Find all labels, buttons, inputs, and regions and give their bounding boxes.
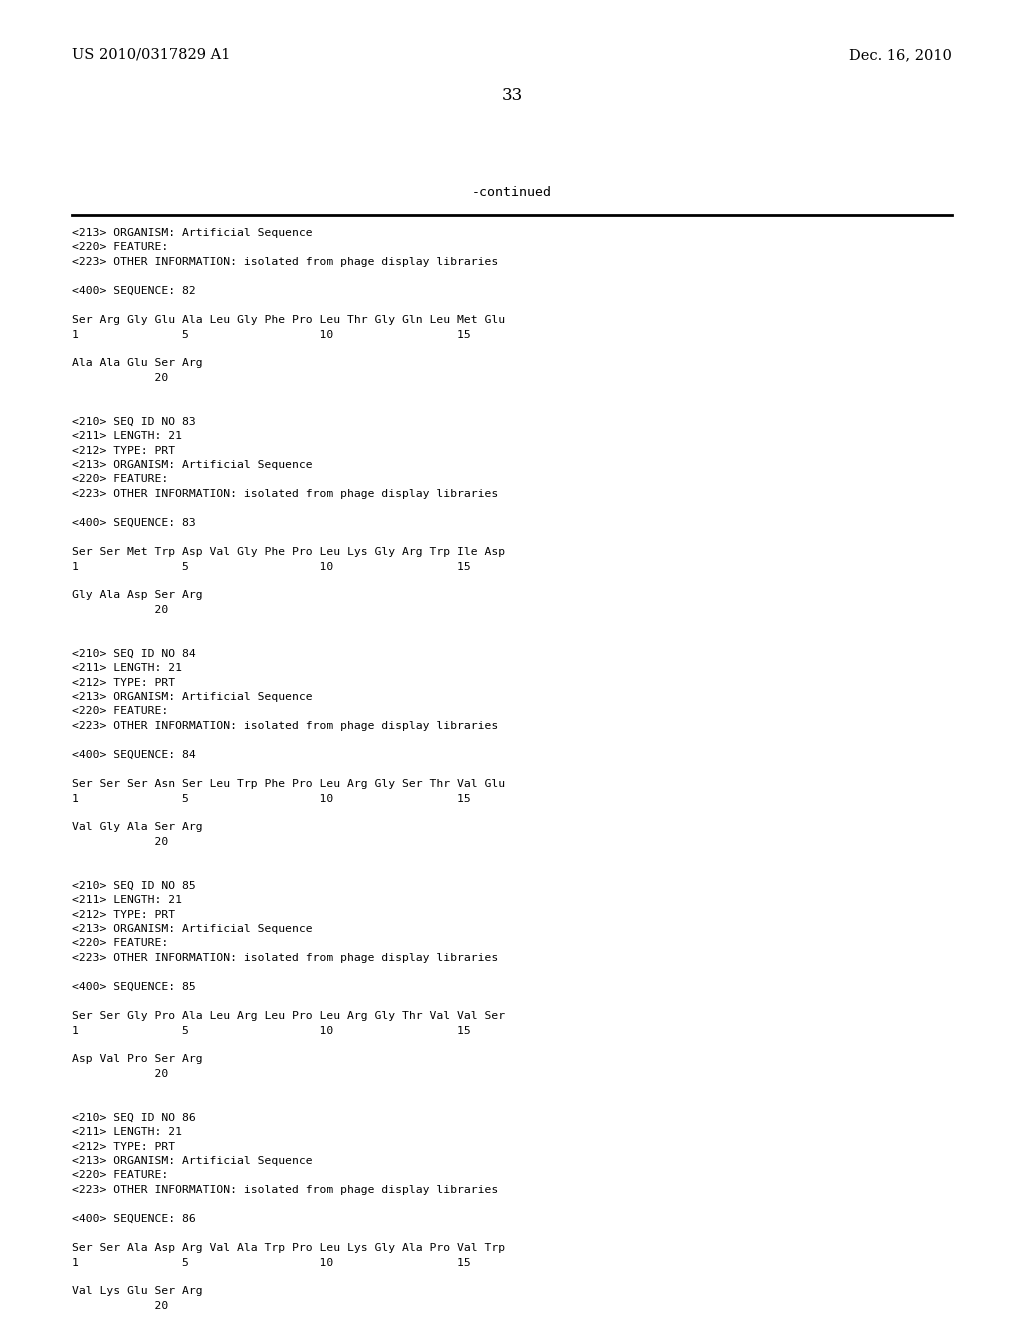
Text: Ser Ser Met Trp Asp Val Gly Phe Pro Leu Lys Gly Arg Trp Ile Asp: Ser Ser Met Trp Asp Val Gly Phe Pro Leu … <box>72 546 505 557</box>
Text: <210> SEQ ID NO 84: <210> SEQ ID NO 84 <box>72 648 196 659</box>
Text: <210> SEQ ID NO 85: <210> SEQ ID NO 85 <box>72 880 196 891</box>
Text: <220> FEATURE:: <220> FEATURE: <box>72 1171 168 1180</box>
Text: <212> TYPE: PRT: <212> TYPE: PRT <box>72 909 175 920</box>
Text: <223> OTHER INFORMATION: isolated from phage display libraries: <223> OTHER INFORMATION: isolated from p… <box>72 257 499 267</box>
Text: US 2010/0317829 A1: US 2010/0317829 A1 <box>72 48 230 62</box>
Text: 1               5                   10                  15: 1 5 10 15 <box>72 561 471 572</box>
Text: <223> OTHER INFORMATION: isolated from phage display libraries: <223> OTHER INFORMATION: isolated from p… <box>72 721 499 731</box>
Text: 1               5                   10                  15: 1 5 10 15 <box>72 793 471 804</box>
Text: Gly Ala Asp Ser Arg: Gly Ala Asp Ser Arg <box>72 590 203 601</box>
Text: Ser Ser Ser Asn Ser Leu Trp Phe Pro Leu Arg Gly Ser Thr Val Glu: Ser Ser Ser Asn Ser Leu Trp Phe Pro Leu … <box>72 779 505 789</box>
Text: 20: 20 <box>72 1302 168 1311</box>
Text: <213> ORGANISM: Artificial Sequence: <213> ORGANISM: Artificial Sequence <box>72 1156 312 1166</box>
Text: Ser Ser Ala Asp Arg Val Ala Trp Pro Leu Lys Gly Ala Pro Val Trp: Ser Ser Ala Asp Arg Val Ala Trp Pro Leu … <box>72 1243 505 1253</box>
Text: <211> LENGTH: 21: <211> LENGTH: 21 <box>72 663 182 673</box>
Text: 1               5                   10                  15: 1 5 10 15 <box>72 1026 471 1035</box>
Text: <213> ORGANISM: Artificial Sequence: <213> ORGANISM: Artificial Sequence <box>72 924 312 935</box>
Text: Ser Ser Gly Pro Ala Leu Arg Leu Pro Leu Arg Gly Thr Val Val Ser: Ser Ser Gly Pro Ala Leu Arg Leu Pro Leu … <box>72 1011 505 1020</box>
Text: Ala Ala Glu Ser Arg: Ala Ala Glu Ser Arg <box>72 359 203 368</box>
Text: <400> SEQUENCE: 85: <400> SEQUENCE: 85 <box>72 982 196 993</box>
Text: <210> SEQ ID NO 83: <210> SEQ ID NO 83 <box>72 417 196 426</box>
Text: Val Gly Ala Ser Arg: Val Gly Ala Ser Arg <box>72 822 203 833</box>
Text: <220> FEATURE:: <220> FEATURE: <box>72 474 168 484</box>
Text: <212> TYPE: PRT: <212> TYPE: PRT <box>72 677 175 688</box>
Text: Ser Arg Gly Glu Ala Leu Gly Phe Pro Leu Thr Gly Gln Leu Met Glu: Ser Arg Gly Glu Ala Leu Gly Phe Pro Leu … <box>72 315 505 325</box>
Text: Val Lys Glu Ser Arg: Val Lys Glu Ser Arg <box>72 1287 203 1296</box>
Text: 20: 20 <box>72 605 168 615</box>
Text: 20: 20 <box>72 837 168 847</box>
Text: <213> ORGANISM: Artificial Sequence: <213> ORGANISM: Artificial Sequence <box>72 692 312 702</box>
Text: Asp Val Pro Ser Arg: Asp Val Pro Ser Arg <box>72 1055 203 1064</box>
Text: 20: 20 <box>72 1069 168 1078</box>
Text: <400> SEQUENCE: 82: <400> SEQUENCE: 82 <box>72 286 196 296</box>
Text: 33: 33 <box>502 87 522 103</box>
Text: <400> SEQUENCE: 84: <400> SEQUENCE: 84 <box>72 750 196 760</box>
Text: <400> SEQUENCE: 86: <400> SEQUENCE: 86 <box>72 1214 196 1224</box>
Text: <220> FEATURE:: <220> FEATURE: <box>72 706 168 717</box>
Text: <400> SEQUENCE: 83: <400> SEQUENCE: 83 <box>72 517 196 528</box>
Text: 1               5                   10                  15: 1 5 10 15 <box>72 1258 471 1267</box>
Text: <213> ORGANISM: Artificial Sequence: <213> ORGANISM: Artificial Sequence <box>72 228 312 238</box>
Text: -continued: -continued <box>472 186 552 199</box>
Text: <212> TYPE: PRT: <212> TYPE: PRT <box>72 1142 175 1151</box>
Text: <210> SEQ ID NO 86: <210> SEQ ID NO 86 <box>72 1113 196 1122</box>
Text: <223> OTHER INFORMATION: isolated from phage display libraries: <223> OTHER INFORMATION: isolated from p… <box>72 1185 499 1195</box>
Text: <213> ORGANISM: Artificial Sequence: <213> ORGANISM: Artificial Sequence <box>72 459 312 470</box>
Text: <220> FEATURE:: <220> FEATURE: <box>72 939 168 949</box>
Text: <223> OTHER INFORMATION: isolated from phage display libraries: <223> OTHER INFORMATION: isolated from p… <box>72 953 499 964</box>
Text: 20: 20 <box>72 374 168 383</box>
Text: <223> OTHER INFORMATION: isolated from phage display libraries: <223> OTHER INFORMATION: isolated from p… <box>72 488 499 499</box>
Text: <211> LENGTH: 21: <211> LENGTH: 21 <box>72 895 182 906</box>
Text: <212> TYPE: PRT: <212> TYPE: PRT <box>72 446 175 455</box>
Text: Dec. 16, 2010: Dec. 16, 2010 <box>849 48 952 62</box>
Text: <211> LENGTH: 21: <211> LENGTH: 21 <box>72 432 182 441</box>
Text: <220> FEATURE:: <220> FEATURE: <box>72 243 168 252</box>
Text: 1               5                   10                  15: 1 5 10 15 <box>72 330 471 339</box>
Text: <211> LENGTH: 21: <211> LENGTH: 21 <box>72 1127 182 1137</box>
